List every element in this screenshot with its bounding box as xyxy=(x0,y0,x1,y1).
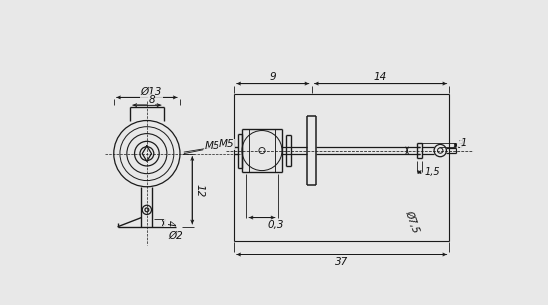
Text: M5: M5 xyxy=(204,141,220,151)
Text: 3: 3 xyxy=(458,140,464,150)
Text: 1: 1 xyxy=(460,138,466,148)
Text: 0,3: 0,3 xyxy=(267,220,284,230)
Text: 4: 4 xyxy=(165,220,175,226)
Text: 8: 8 xyxy=(148,95,155,105)
Text: 14: 14 xyxy=(374,72,387,82)
Text: 1,5: 1,5 xyxy=(425,167,441,177)
Text: Ø7,5: Ø7,5 xyxy=(404,209,421,234)
Text: 37: 37 xyxy=(335,257,349,267)
Text: Ø2: Ø2 xyxy=(168,231,183,241)
Text: Ø13: Ø13 xyxy=(141,87,162,97)
Text: 9: 9 xyxy=(270,72,276,82)
Text: 12: 12 xyxy=(194,184,204,197)
Text: M5: M5 xyxy=(219,139,234,149)
